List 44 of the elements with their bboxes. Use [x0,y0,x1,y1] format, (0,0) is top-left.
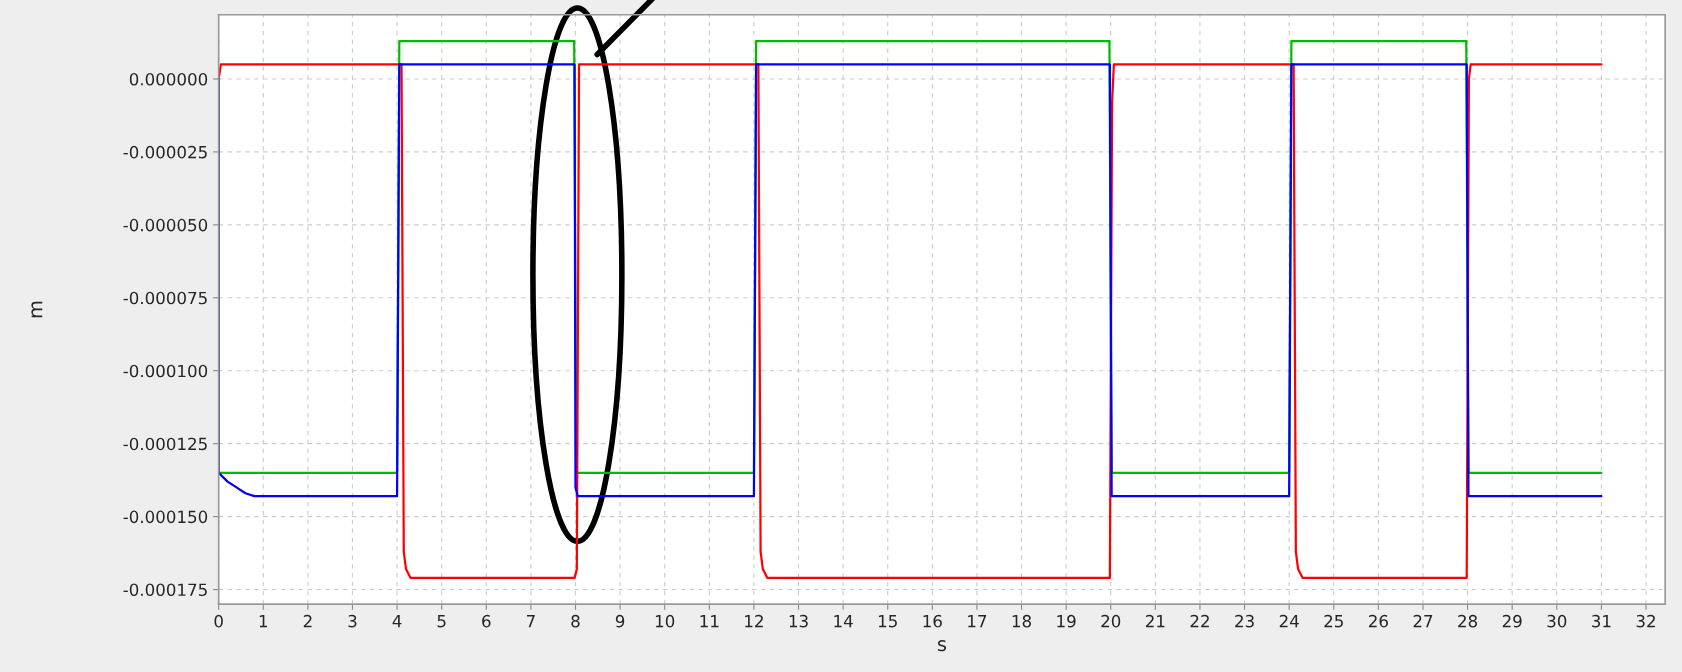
x-tick-label: 18 [1012,614,1031,628]
x-tick-label: 8 [571,614,580,628]
x-tick-label: 5 [437,615,446,628]
x-tick-label: 7 [526,615,535,628]
y-tick-label: -0.000150 [123,510,208,524]
y-axis-title: m [31,301,43,318]
line-series [218,63,1603,579]
x-tick-label: 1 [259,615,268,628]
x-tick-label: 31 [1592,614,1611,628]
x-tick-label: 9 [615,614,625,628]
y-tick-label: -0.000075 [123,291,207,305]
x-tick-label: 10 [655,614,675,628]
x-tick-label: 3 [348,614,357,628]
x-tick-label: 13 [789,614,808,628]
x-tick-label: 29 [1502,614,1522,628]
y-tick-label: -0.000100 [123,364,208,378]
x-tick-label: 25 [1324,614,1343,628]
x-tick-label: 20 [1101,614,1121,628]
x-tick-label: 6 [482,614,491,628]
x-tick-label: 32 [1636,614,1655,628]
x-tick-label: 26 [1368,614,1388,628]
x-tick-label: 14 [834,615,853,628]
y-tick-label: 0.000000 [129,72,208,86]
x-tick-label: 16 [923,614,942,628]
x-tick-label: 15 [878,615,897,628]
x-tick-label: 11 [700,615,719,628]
x-tick-label: 17 [968,615,987,628]
x-tick-label: 2 [303,614,312,628]
x-axis-title: s [937,640,947,652]
y-tick-label: -0.000175 [123,583,207,597]
x-tick-label: 23 [1235,614,1254,628]
x-tick-label: 24 [1279,614,1299,628]
y-tick-label: -0.000050 [123,218,208,232]
x-tick-label: 30 [1547,614,1567,628]
x-tick-label: 27 [1413,614,1433,628]
x-tick-label: 28 [1458,614,1478,628]
x-tick-label: 21 [1145,614,1165,628]
x-tick-label: 4 [392,615,402,628]
x-tick-label: 0 [214,614,223,628]
x-tick-label: 12 [745,614,763,628]
y-tick-label: -0.000025 [123,145,207,159]
x-tick-label: 22 [1190,614,1209,628]
y-tick-label: -0.000125 [123,437,207,451]
x-tick-label: 19 [1057,614,1076,628]
